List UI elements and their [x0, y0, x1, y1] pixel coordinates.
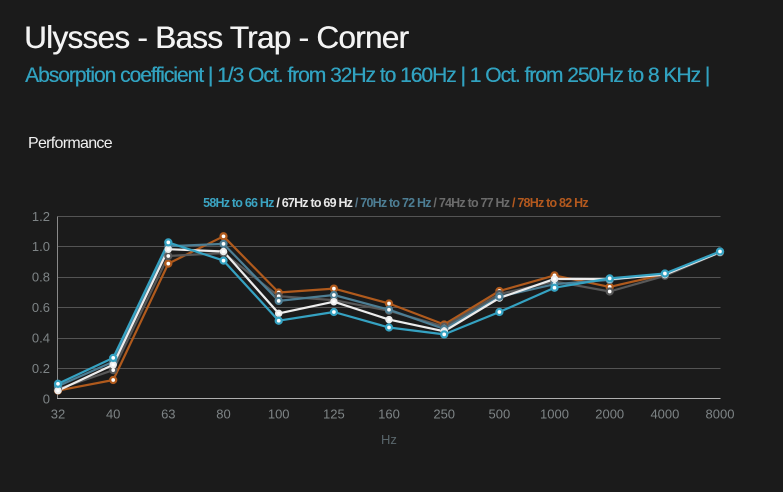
- svg-text:500: 500: [489, 407, 511, 422]
- svg-text:Hz: Hz: [381, 432, 397, 447]
- svg-text:0.4: 0.4: [32, 331, 50, 346]
- svg-text:2000: 2000: [595, 407, 624, 422]
- svg-text:0.6: 0.6: [32, 300, 50, 315]
- svg-text:0.2: 0.2: [32, 361, 50, 376]
- svg-text:0: 0: [43, 391, 50, 406]
- svg-text:1.2: 1.2: [32, 209, 50, 224]
- svg-text:1000: 1000: [540, 407, 569, 422]
- svg-text:63: 63: [161, 407, 175, 422]
- svg-text:1.0: 1.0: [32, 239, 50, 254]
- svg-text:80: 80: [216, 407, 230, 422]
- svg-text:4000: 4000: [650, 407, 679, 422]
- svg-text:160: 160: [378, 407, 400, 422]
- svg-text:8000: 8000: [706, 407, 735, 422]
- svg-text:32: 32: [51, 407, 65, 422]
- svg-text:250: 250: [433, 407, 455, 422]
- svg-text:100: 100: [268, 407, 290, 422]
- svg-text:40: 40: [106, 407, 120, 422]
- svg-text:125: 125: [323, 407, 345, 422]
- svg-text:0.8: 0.8: [32, 270, 50, 285]
